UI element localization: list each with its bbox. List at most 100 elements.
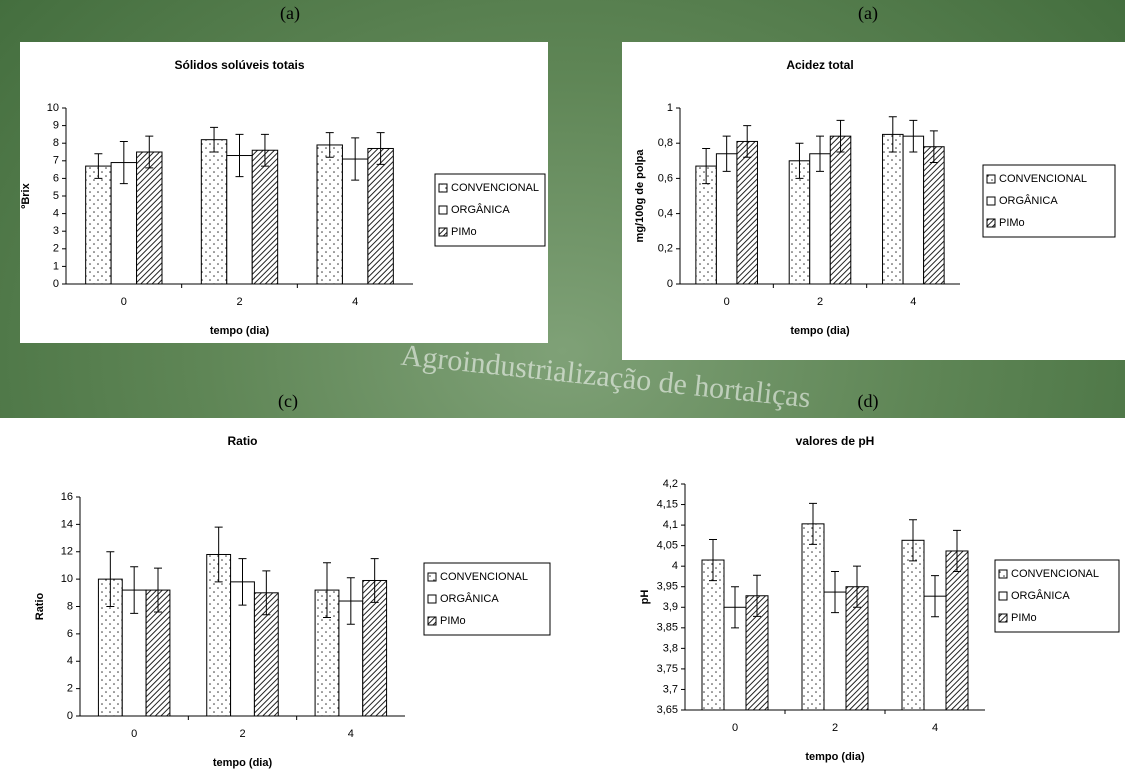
x-tick-label: 4 <box>910 296 916 308</box>
panel-label: (a) <box>280 3 300 24</box>
y-tick-label: 9 <box>53 120 59 132</box>
y-tick-label: 3,75 <box>657 663 678 675</box>
bar <box>830 136 851 284</box>
y-tick-label: 6 <box>67 628 73 640</box>
chart-title: Sólidos solúveis totais <box>174 58 304 72</box>
x-axis-label: tempo (dia) <box>805 751 865 763</box>
y-tick-label: 1 <box>667 102 673 114</box>
y-tick-label: 0 <box>53 278 59 290</box>
bar <box>137 152 162 284</box>
legend-label: CONVENCIONAL <box>999 173 1087 185</box>
y-tick-label: 3,65 <box>657 704 678 716</box>
y-tick-label: 8 <box>67 600 73 612</box>
y-tick-label: 1 <box>53 260 59 272</box>
legend-swatch <box>428 595 436 603</box>
legend-label: CONVENCIONAL <box>440 571 528 583</box>
panel-label: (a) <box>858 3 878 24</box>
y-tick-label: 4,1 <box>663 519 678 531</box>
legend-swatch <box>999 614 1007 622</box>
x-axis-label: tempo (dia) <box>210 325 270 337</box>
y-tick-label: 0,2 <box>658 243 673 255</box>
y-tick-label: 0 <box>67 710 73 722</box>
y-tick-label: 5 <box>53 190 59 202</box>
y-tick-label: 2 <box>67 683 73 695</box>
panel-label: (d) <box>858 391 879 412</box>
x-axis-label: tempo (dia) <box>790 325 850 337</box>
bar <box>252 150 277 284</box>
x-tick-label: 4 <box>932 722 938 734</box>
y-axis-label: mg/100g de polpa <box>634 149 646 243</box>
legend-swatch <box>987 175 995 183</box>
legend-label: ORGÂNICA <box>999 194 1058 207</box>
bar <box>883 134 904 284</box>
y-tick-label: 4,15 <box>657 498 678 510</box>
bar <box>702 560 724 710</box>
figure: Agroindustrialização de hortaliças (a)Só… <box>0 0 1125 780</box>
y-tick-label: 4 <box>53 208 59 220</box>
bar <box>902 540 924 710</box>
legend-label: PIMo <box>451 226 477 238</box>
bar <box>716 154 737 284</box>
legend-label: ORGÂNICA <box>1011 589 1070 602</box>
chart-title: Ratio <box>228 434 258 448</box>
y-axis-label: pH <box>639 590 651 605</box>
y-tick-label: 4,05 <box>657 540 678 552</box>
legend-label: CONVENCIONAL <box>1011 568 1099 580</box>
x-tick-label: 0 <box>724 296 730 308</box>
y-tick-label: 3,8 <box>663 642 678 654</box>
y-tick-label: 6 <box>53 172 59 184</box>
legend-label: PIMo <box>1011 612 1037 624</box>
legend-label: ORGÂNICA <box>440 592 499 605</box>
y-tick-label: 0 <box>667 278 673 290</box>
x-tick-label: 0 <box>732 722 738 734</box>
y-tick-label: 3,9 <box>663 601 678 613</box>
x-tick-label: 4 <box>348 728 354 740</box>
y-tick-label: 7 <box>53 155 59 167</box>
legend-swatch <box>987 197 995 205</box>
bar <box>903 136 924 284</box>
legend-swatch <box>987 219 995 227</box>
y-tick-label: 0,6 <box>658 172 673 184</box>
chart-title: valores de pH <box>796 434 875 448</box>
x-tick-label: 2 <box>832 722 838 734</box>
y-tick-label: 0,8 <box>658 137 673 149</box>
legend-swatch <box>428 617 436 625</box>
y-tick-label: 3 <box>53 225 59 237</box>
chart-title: Acidez total <box>786 58 853 72</box>
y-tick-label: 0,4 <box>658 208 673 220</box>
legend-label: ORGÂNICA <box>451 203 510 216</box>
y-tick-label: 4 <box>672 560 678 572</box>
chart: Sólidos solúveis totais ºBrix tempo (dia) 0… <box>20 42 548 343</box>
legend-label: CONVENCIONAL <box>451 182 539 194</box>
x-tick-label: 0 <box>131 728 137 740</box>
legend-swatch <box>999 592 1007 600</box>
y-tick-label: 14 <box>61 518 73 530</box>
legend-swatch <box>999 570 1007 578</box>
bar <box>946 551 968 710</box>
y-tick-label: 8 <box>53 137 59 149</box>
y-axis-label: ºBrix <box>20 182 32 208</box>
legend-swatch <box>439 184 447 192</box>
bar <box>810 154 831 284</box>
x-tick-label: 0 <box>121 296 127 308</box>
bar <box>368 148 393 284</box>
x-tick-label: 2 <box>239 728 245 740</box>
bar <box>317 145 342 284</box>
y-tick-label: 16 <box>61 491 73 503</box>
bar <box>802 524 824 710</box>
bar <box>737 141 758 284</box>
legend-label: PIMo <box>440 615 466 627</box>
bar <box>201 140 226 284</box>
y-tick-label: 2 <box>53 243 59 255</box>
bar <box>86 166 111 284</box>
y-tick-label: 10 <box>61 573 73 585</box>
y-tick-label: 12 <box>61 546 73 558</box>
legend-swatch <box>428 573 436 581</box>
x-tick-label: 2 <box>236 296 242 308</box>
chart: Acidez total mg/100g de polpa tempo (dia) 0… <box>622 42 1125 360</box>
y-tick-label: 10 <box>47 102 59 114</box>
bar <box>789 161 810 284</box>
x-axis-label: tempo (dia) <box>213 757 273 769</box>
y-tick-label: 3,7 <box>663 683 678 695</box>
